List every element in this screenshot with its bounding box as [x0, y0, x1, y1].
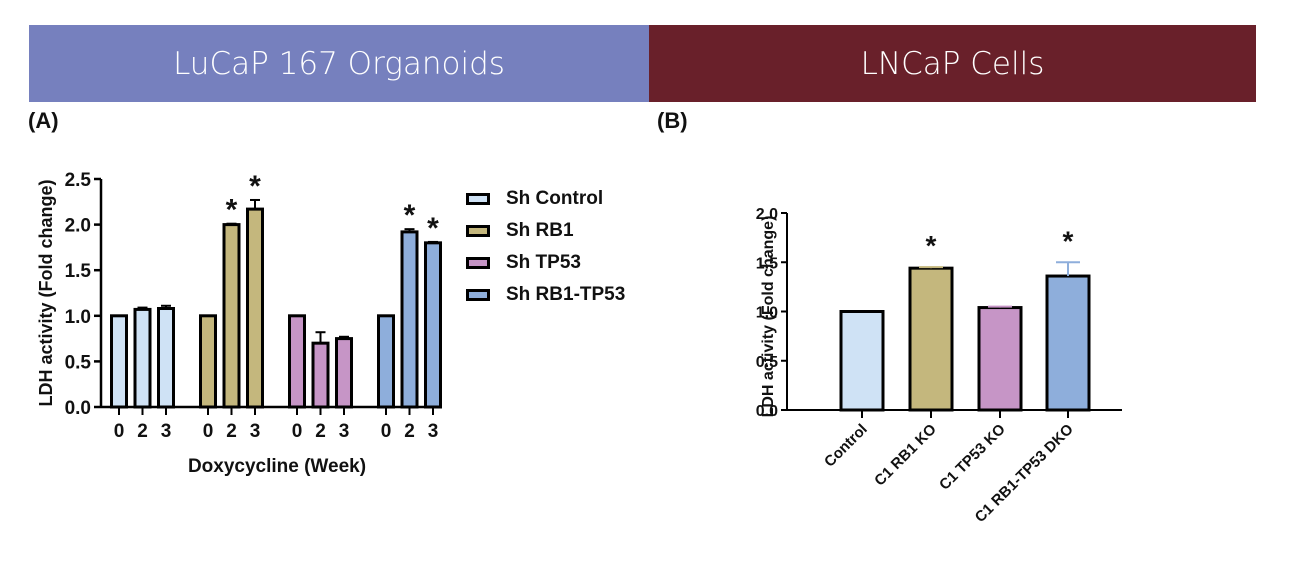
x-tick-label: 2 — [137, 421, 148, 442]
bar — [377, 314, 395, 409]
x-tick-label: 3 — [339, 421, 350, 442]
legend-panel-a: Sh Control Sh RB1 Sh TP53 Sh RB1-TP53 — [466, 183, 625, 311]
bar — [246, 207, 264, 409]
banner-lucap-organoids: LuCaP 167 Organoids — [29, 25, 649, 102]
bar — [424, 241, 442, 409]
x-tick-label: C1 RB1 KO — [871, 421, 940, 490]
significance-marker: * — [926, 230, 937, 261]
y-tick-label: 2.0 — [756, 206, 778, 223]
panel-label-a: (A) — [28, 108, 59, 133]
bar — [839, 310, 885, 412]
legend-item: Sh RB1-TP53 — [466, 279, 625, 311]
legend-swatch — [466, 225, 490, 237]
legend-label: Sh TP53 — [506, 252, 581, 273]
y-tick-label: 2.0 — [65, 216, 91, 237]
y-tick-label: 1.5 — [65, 261, 92, 282]
bar — [400, 230, 419, 409]
legend-label: Sh RB1-TP53 — [506, 284, 626, 305]
y-tick-label: 0.0 — [756, 403, 778, 420]
y-tick-label: 0.5 — [65, 352, 92, 373]
x-tick-label: C1 TP53 KO — [936, 421, 1009, 494]
legend-swatch — [466, 289, 490, 301]
significance-marker: * — [249, 170, 261, 203]
significance-marker: * — [226, 194, 238, 227]
x-tick-label: 3 — [428, 421, 439, 442]
y-tick-label: 0.5 — [756, 354, 778, 371]
x-tick-label: Control — [821, 421, 871, 471]
y-tick-label: 1.5 — [756, 255, 778, 272]
bar — [977, 306, 1023, 412]
y-tick-label: 2.5 — [65, 170, 92, 191]
bar — [908, 266, 954, 412]
legend-swatch — [466, 193, 490, 205]
y-axis-label: LDH activity (Fold change) — [760, 216, 777, 418]
legend-item: Sh TP53 — [466, 247, 625, 279]
significance-marker: * — [1063, 225, 1074, 256]
legend-label: Sh RB1 — [506, 220, 574, 241]
x-tick-label: 0 — [203, 421, 214, 442]
bar — [157, 307, 175, 409]
x-tick-label: 2 — [315, 421, 326, 442]
y-axis-label: LDH activity (Fold change) — [36, 179, 56, 406]
x-tick-label: 3 — [250, 421, 261, 442]
legend-swatch — [466, 257, 490, 269]
x-tick-label: 0 — [292, 421, 303, 442]
bar — [311, 341, 330, 409]
y-tick-label: 1.0 — [756, 305, 778, 322]
legend-item: Sh RB1 — [466, 215, 625, 247]
y-tick-label: 0.0 — [65, 398, 91, 419]
bar — [288, 314, 306, 409]
x-tick-label: 2 — [226, 421, 237, 442]
x-tick-label: 0 — [381, 421, 392, 442]
x-tick-label: 3 — [161, 421, 172, 442]
x-tick-label: 2 — [404, 421, 415, 442]
legend-item: Sh Control — [466, 183, 625, 215]
bar — [199, 314, 217, 409]
x-axis-label: Doxycycline (Week) — [188, 456, 366, 477]
bar — [133, 307, 152, 409]
significance-marker: * — [427, 212, 439, 245]
chart-panel-a: 0.0 0.5 1.0 1.5 2.0 2.5 LDH activity (Fold cha… — [36, 170, 442, 477]
bar — [110, 314, 128, 409]
panel-label-b: (B) — [657, 108, 688, 133]
legend-label: Sh Control — [506, 188, 604, 209]
banner-lncap-cells: LNCaP Cells — [649, 25, 1256, 102]
x-tick-label: 0 — [114, 421, 125, 442]
bar — [335, 337, 353, 409]
bar — [1045, 274, 1091, 412]
significance-marker: * — [404, 199, 416, 232]
y-tick-label: 1.0 — [65, 307, 91, 328]
bar — [222, 223, 241, 409]
